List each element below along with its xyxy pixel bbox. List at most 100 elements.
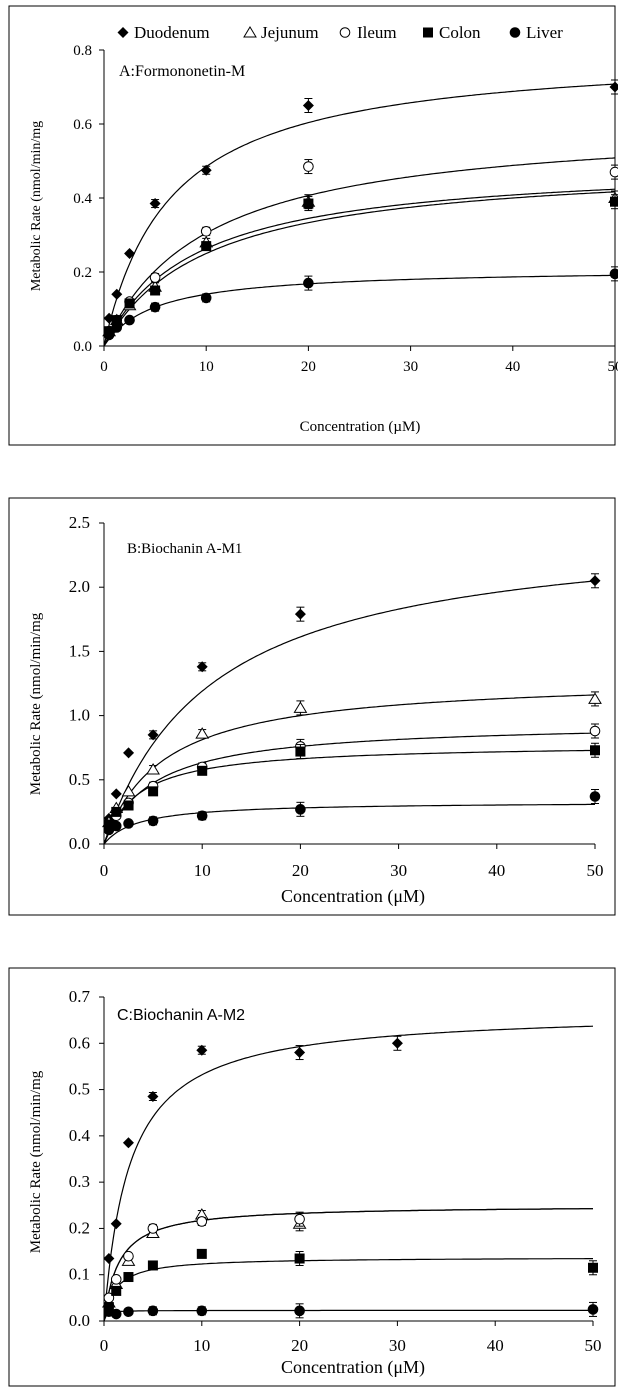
y-tick-label: 0.7 [69, 987, 91, 1006]
data-point-liver [609, 268, 618, 280]
legend-label-jejunum: Jejunum [261, 23, 319, 42]
panel-c-frame [8, 967, 616, 1387]
data-point-ileum [609, 166, 618, 178]
data-point-duodenum [294, 1047, 306, 1059]
y-axis-label: Metabolic Rate (nmol/min/mg [28, 612, 44, 795]
data-point-colon [303, 198, 314, 209]
legend-marker-square [423, 27, 433, 38]
data-point-ileum [294, 1213, 305, 1225]
fit-curve-colon [103, 188, 616, 347]
fit-curve-colon [103, 1257, 593, 1322]
legend-marker-diamond [117, 27, 129, 38]
data-point-duodenum [124, 248, 136, 259]
x-axis-label: Concentration (μM) [281, 1357, 425, 1378]
x-tick-label: 50 [608, 359, 618, 375]
fit-curve-liver [103, 1309, 593, 1322]
y-tick-label: 0.0 [69, 1311, 90, 1330]
data-point-liver [294, 1305, 305, 1317]
data-point-duodenum [294, 608, 306, 620]
legend-marker-triangle-open [243, 26, 257, 38]
data-point-duodenum [302, 100, 314, 111]
y-tick-label: 0.5 [69, 1080, 90, 1099]
data-point-liver [103, 329, 115, 341]
y-tick-label: 0.0 [69, 834, 90, 853]
x-tick-label: 40 [505, 359, 520, 375]
data-point-colon [295, 746, 306, 757]
x-tick-label: 30 [403, 359, 418, 375]
legend-label-liver: Liver [526, 23, 563, 42]
data-point-colon [123, 1272, 134, 1283]
data-point-colon [147, 1260, 158, 1271]
data-point-jejunum [146, 763, 160, 775]
data-point-liver [200, 292, 212, 304]
data-point-ileum [200, 226, 212, 237]
data-point-ileum [123, 1250, 134, 1262]
data-point-liver [303, 277, 314, 289]
data-point-ileum [149, 272, 161, 283]
data-point-colon [590, 745, 600, 756]
x-tick-label: 40 [488, 861, 505, 880]
series-liver [103, 266, 618, 341]
legend-item-jejunum: Jejunum [243, 23, 319, 42]
data-point-ileum [303, 161, 314, 172]
fit-curve-colon [103, 749, 595, 845]
y-axis-label: Metabolic Rate (nmol/min/mg [29, 121, 44, 291]
fit-curve-duodenum [103, 1025, 594, 1322]
legend: Duodenum Jejunum Ileum Colon Liver [117, 23, 563, 42]
y-tick-label: 2.0 [69, 577, 90, 596]
x-tick-label: 50 [587, 861, 604, 880]
fit-curve-duodenum [103, 83, 616, 347]
data-point-jejunum [195, 727, 210, 739]
data-point-colon [148, 786, 159, 797]
x-tick-label: 30 [389, 1336, 406, 1355]
legend-label-colon: Colon [439, 23, 481, 42]
y-tick-label: 0.5 [69, 770, 90, 789]
data-point-colon [123, 800, 134, 811]
data-point-duodenum [110, 788, 122, 800]
data-point-colon [588, 1262, 598, 1273]
chart-title: A:Formononetin-M [119, 63, 245, 80]
x-tick-label: 10 [193, 1336, 210, 1355]
data-point-liver [149, 301, 161, 313]
data-point-colon [124, 298, 135, 309]
fit-curve-liver [103, 274, 615, 347]
data-point-colon [610, 196, 618, 207]
data-point-duodenum [609, 81, 618, 93]
fit-curve-jejunum [103, 191, 616, 347]
x-tick-label: 10 [199, 359, 214, 375]
data-point-jejunum [588, 692, 602, 704]
fit-curve-ileum [103, 732, 596, 845]
data-point-liver [196, 810, 208, 822]
chart-title: B:Biochanin A-M1 [127, 541, 242, 557]
data-point-colon [111, 1285, 122, 1296]
series-jejunum [102, 190, 618, 337]
legend-item-ileum: Ileum [339, 23, 397, 42]
y-tick-label: 0.2 [73, 265, 92, 281]
fit-curve-ileum [103, 157, 616, 347]
y-tick-label: 0.1 [69, 1265, 90, 1284]
legend-item-liver: Liver [509, 23, 563, 42]
chart-title: C:Biochanin A-M2 [117, 1007, 245, 1024]
fit-curve-jejunum [103, 694, 595, 845]
data-point-duodenum [147, 1091, 159, 1103]
x-tick-label: 0 [100, 1336, 109, 1355]
data-point-liver [295, 804, 306, 815]
data-point-duodenum [391, 1037, 403, 1049]
x-tick-label: 20 [291, 1336, 308, 1355]
legend-label-duodenum: Duodenum [134, 23, 210, 42]
legend-item-duodenum: Duodenum [117, 23, 210, 42]
data-point-liver [111, 322, 123, 333]
series-duodenum [103, 1035, 403, 1265]
x-axis-label: Concentration (μM) [281, 886, 425, 907]
legend-item-colon: Colon [423, 23, 481, 42]
y-tick-label: 0.8 [73, 43, 92, 59]
data-point-ileum [110, 1274, 122, 1285]
data-point-liver [196, 1305, 208, 1317]
x-tick-label: 20 [292, 861, 309, 880]
series-ileum [103, 723, 601, 831]
series-ileum [103, 1211, 305, 1304]
fit-curve-duodenum [103, 580, 596, 845]
series-duodenum [103, 573, 601, 824]
data-point-colon [196, 1248, 207, 1259]
